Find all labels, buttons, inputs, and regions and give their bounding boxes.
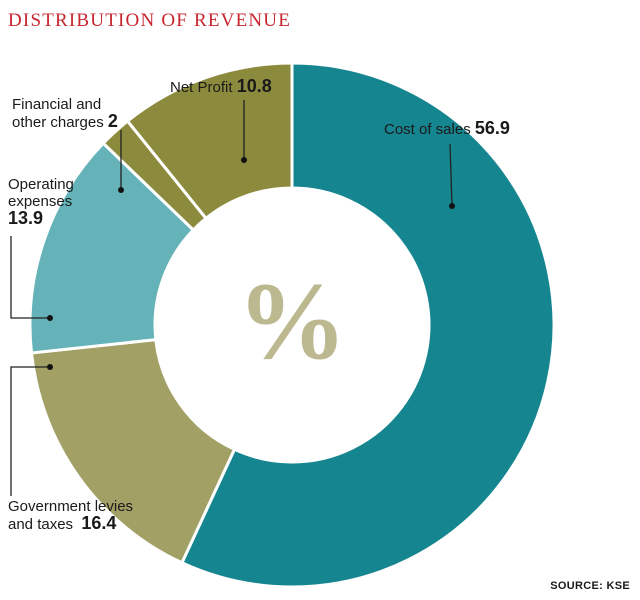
slice-name-government-levies-line2: and taxes [8,516,74,533]
slice-value-financial-charges: 2 [107,111,118,131]
leader-dot-financial-charges [118,187,124,193]
slice-name-financial-line2: other charges [12,114,104,131]
slice-name-government-levies-line1: Government levies [8,498,134,515]
slice-name-cost-of-sales: Cost of sales [384,121,471,138]
slice-government-levies [29,337,237,565]
chart-title: DISTRIBUTION OF REVENUE [8,10,292,31]
slice-label-net-profit: Net Profit 10.8 [170,76,272,96]
slice-name-financial-line1: Financial and [12,96,102,113]
slice-value-operating-expenses: 13.9 [8,208,44,228]
leader-line-cost-of-sales [449,143,453,207]
source-note: SOURCE: KSE [550,580,630,592]
slice-label-operating-expenses: Operating expenses 13.9 [8,176,74,227]
slice-cost-of-sales [179,61,556,589]
slice-name-net-profit: Net Profit [170,79,233,96]
donut-slices [28,61,556,589]
slice-value-government-levies: 16.4 [81,513,117,533]
leader-line-government-levies [10,366,50,496]
leader-lines [10,100,455,496]
leader-dot-cost-of-sales [449,203,455,209]
center-percent-label: % [237,260,347,382]
slice-value-cost-of-sales: 56.9 [474,118,510,138]
slice-label-financial-charges: Financial and other charges 2 [12,96,118,131]
leader-dot-operating-expenses [47,315,53,321]
leader-dot-net-profit [241,157,247,163]
slice-name-operating-line1: Operating [8,176,74,193]
slice-label-government-levies: Government levies and taxes 16.4 [8,498,133,533]
slice-label-cost-of-sales: Cost of sales 56.9 [384,118,510,138]
leader-dot-government-levies [47,364,53,370]
slice-name-operating-line2: expenses [8,193,73,210]
slice-value-net-profit: 10.8 [236,76,272,96]
leader-line-operating-expenses [10,236,50,319]
slice-net-profit [125,61,294,221]
